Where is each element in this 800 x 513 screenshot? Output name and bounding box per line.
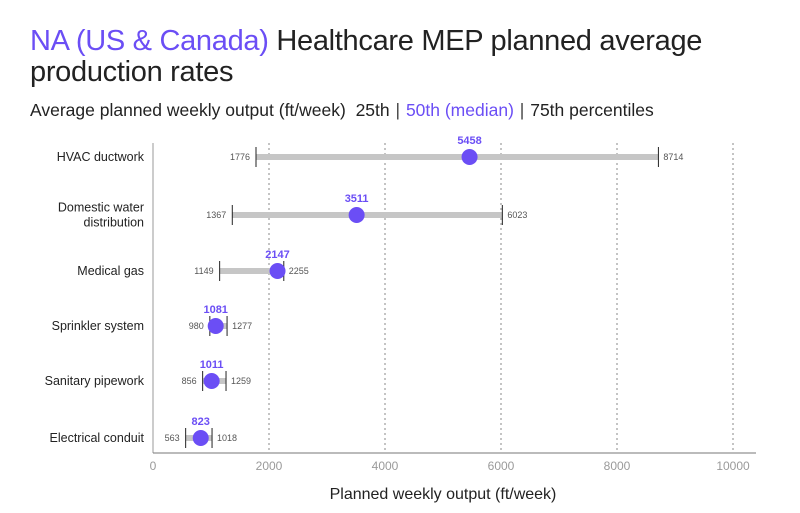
median-dot	[203, 373, 220, 389]
category-label: Domestic water	[58, 201, 144, 215]
category-label: Sanitary pipework	[45, 374, 145, 388]
x-tick-label: 8000	[604, 459, 631, 473]
median-label: 823	[192, 416, 210, 428]
x-tick-label: 4000	[372, 459, 399, 473]
p75-label: 8714	[663, 152, 683, 162]
subtitle-separator-1: |	[395, 100, 401, 120]
title-text: Healthcare MEP planned average productio…	[30, 25, 703, 88]
median-dot	[192, 430, 209, 446]
p75-label: 1259	[231, 376, 251, 386]
p75-label: 6023	[507, 210, 527, 220]
chart-subtitle: Average planned weekly output (ft/week) …	[30, 99, 790, 121]
category-label: HVAC ductwork	[57, 150, 145, 164]
x-tick-label: 0	[150, 459, 157, 473]
subtitle-p75: 75th percentiles	[530, 100, 654, 120]
category-label: Medical gas	[77, 264, 144, 278]
p25-label: 1367	[206, 210, 226, 220]
chart-title: NA (US & Canada) Healthcare MEP planned …	[30, 26, 770, 88]
p25-label: 980	[189, 321, 204, 331]
range-bar	[256, 154, 659, 160]
median-label: 2147	[265, 249, 289, 261]
subtitle-separator-2: |	[519, 100, 525, 120]
x-axis-title: Planned weekly output (ft/week)	[330, 486, 557, 503]
title-region: NA (US & Canada)	[30, 25, 269, 57]
category-label: Sprinkler system	[52, 319, 144, 333]
p25-label: 1776	[230, 152, 250, 162]
p75-label: 1277	[232, 321, 252, 331]
subtitle-p50: 50th (median)	[405, 100, 514, 120]
x-tick-label: 10000	[716, 459, 750, 473]
subtitle-main: Average planned weekly output (ft/week)	[30, 100, 346, 120]
range-bar	[232, 212, 503, 218]
p25-label: 563	[165, 433, 180, 443]
category-label: Electrical conduit	[50, 431, 145, 445]
median-label: 1081	[203, 304, 227, 316]
median-label: 1011	[200, 359, 224, 371]
subtitle-p25: 25th	[355, 100, 390, 120]
median-label: 5458	[457, 135, 481, 147]
median-dot	[207, 318, 224, 334]
median-dot	[269, 263, 286, 279]
x-tick-label: 2000	[256, 459, 283, 473]
p25-label: 856	[182, 376, 197, 386]
median-label: 3511	[345, 193, 369, 205]
x-tick-label: 6000	[488, 459, 515, 473]
median-dot	[348, 207, 365, 223]
category-label: distribution	[84, 216, 144, 230]
p75-label: 1018	[217, 433, 237, 443]
range-bar	[219, 268, 284, 274]
p25-label: 1149	[194, 266, 213, 276]
median-dot	[461, 149, 478, 165]
p75-label: 2255	[289, 266, 309, 276]
